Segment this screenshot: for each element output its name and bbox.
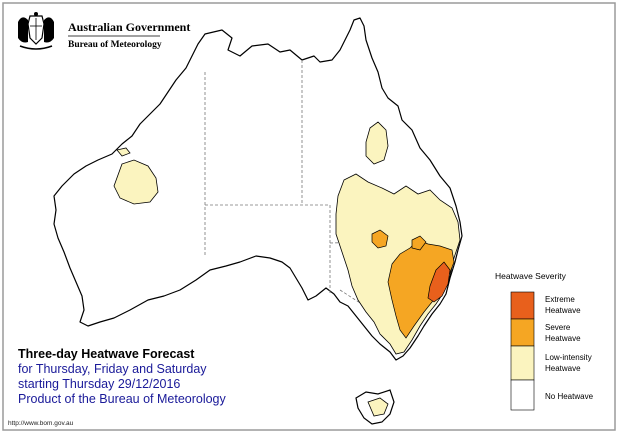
forecast-start-line: starting Thursday 29/12/2016 (18, 377, 180, 391)
legend-label-severe-1: Severe (545, 323, 571, 332)
severe-patch-west (371, 229, 389, 249)
legend-label-severe-2: Heatwave (545, 334, 581, 343)
wa-low-intensity-area (113, 159, 159, 205)
legend-swatch-low-intensity (510, 345, 535, 381)
severe-patch-north (411, 235, 427, 251)
bureau-title: Bureau of Meteorology (68, 40, 162, 50)
legend-label-extreme-2: Heatwave (545, 306, 581, 315)
forecast-title: Three-day Heatwave Forecast (18, 347, 195, 361)
legend-label-low-1: Low-intensity (545, 353, 592, 362)
qld-north-low-intensity-area (365, 121, 389, 165)
legend-swatch-none (510, 379, 535, 411)
legend: Extreme Heatwave Severe Heatwave Low-int… (510, 291, 594, 411)
wa-small-patch (116, 147, 131, 157)
legend-label-low-2: Heatwave (545, 364, 581, 373)
legend-label-extreme-1: Extreme (545, 295, 575, 304)
legend-swatch-severe (510, 318, 535, 347)
legend-title: Heatwave Severity (495, 271, 567, 281)
frame-border (2, 2, 616, 431)
extreme-heatwave-area (427, 261, 451, 303)
tasmania-low-intensity-area (367, 397, 389, 417)
footer-url[interactable]: http://www.bom.gov.au (8, 420, 74, 427)
forecast-days-line: for Thursday, Friday and Saturday (18, 362, 207, 376)
legend-swatch-extreme (510, 291, 535, 320)
government-title: Australian Government (68, 20, 190, 34)
forecast-product-line: Product of the Bureau of Meteorology (18, 392, 227, 406)
coat-of-arms-emblem (18, 12, 54, 50)
legend-label-none: No Heatwave (545, 392, 594, 401)
